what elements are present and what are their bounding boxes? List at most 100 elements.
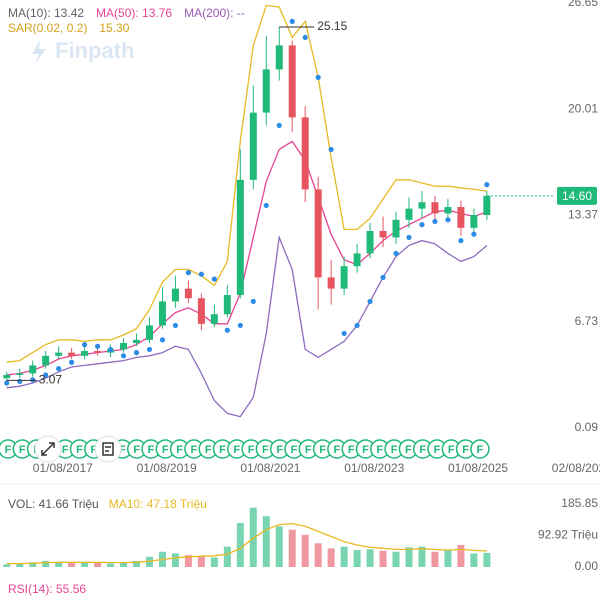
volume-bar <box>120 562 128 567</box>
candle-body <box>301 117 309 190</box>
volume-bar <box>145 556 153 567</box>
volume-bar <box>457 544 465 567</box>
sar-dot <box>458 238 464 244</box>
volume-bar <box>262 516 270 567</box>
volume-title: VOL: 41.66 Triệu <box>8 497 99 511</box>
event-marker-label: F <box>248 444 255 456</box>
last-price-label: 14.60 <box>562 189 592 203</box>
candle-body <box>418 202 426 209</box>
y-tick-label: 13.37 <box>568 208 598 222</box>
volume-bar <box>470 553 478 567</box>
volume-bar <box>275 526 283 567</box>
sar-dot <box>198 271 204 277</box>
sar-dot <box>159 337 166 343</box>
event-marker-label: F <box>119 444 126 456</box>
x-tick-label: 01/08/2017 <box>33 461 93 475</box>
sar-dot <box>445 217 451 223</box>
volume-bar <box>81 562 89 567</box>
overlay-line <box>6 234 488 418</box>
volume-bar <box>133 560 141 567</box>
button-icon <box>102 442 114 456</box>
candle-body <box>68 352 76 356</box>
candle-body <box>314 189 322 278</box>
sar-dot <box>237 322 243 329</box>
event-marker-label: F <box>448 444 455 456</box>
sar-dot <box>406 234 412 241</box>
sar-dot <box>367 298 373 305</box>
sar-dot <box>380 274 386 281</box>
sar-dot <box>263 202 269 209</box>
volume-bar <box>483 552 491 567</box>
volume-bar <box>340 546 348 567</box>
sar-dot <box>341 330 347 337</box>
sar-dot <box>484 182 490 188</box>
volume-bar <box>171 553 179 567</box>
sar-dot <box>107 346 114 353</box>
candle-body <box>327 277 335 289</box>
high-annotation: 25.15 <box>317 19 347 33</box>
y-tick-label: 0.09 <box>575 420 599 434</box>
event-marker-label: F <box>462 444 469 456</box>
candle-body <box>444 207 452 214</box>
event-marker-label: F <box>348 444 355 456</box>
volume-bar <box>366 549 374 567</box>
event-marker-label: F <box>5 444 12 456</box>
event-marker-label: F <box>362 444 369 456</box>
sar-dot <box>289 18 295 25</box>
y-tick-label: 185.85 <box>561 496 598 510</box>
event-marker-label: F <box>205 444 212 456</box>
legend-entry: MA(10): 13.42 <box>8 6 84 20</box>
event-marker-label: F <box>90 444 97 456</box>
y-tick-label: 20.01 <box>568 101 598 115</box>
x-tick-label: 02/08/2027 <box>552 461 600 475</box>
sar-dot <box>133 350 140 356</box>
sar-dot <box>471 231 477 237</box>
sar-dot <box>419 222 425 228</box>
x-tick-label: 01/08/2019 <box>137 461 197 475</box>
volume-bar <box>223 546 231 567</box>
candle-body <box>81 351 89 356</box>
candle-body <box>431 202 439 214</box>
sar-dot <box>56 366 62 372</box>
volume-bar <box>379 550 387 567</box>
candle-body <box>249 112 257 180</box>
event-marker-label: F <box>477 444 484 456</box>
sar-dot <box>185 270 192 276</box>
volume-bar <box>301 534 309 567</box>
event-marker <box>470 439 490 459</box>
legend-entry: MA(50): 13.76 <box>96 6 172 20</box>
event-marker-label: F <box>305 444 312 456</box>
volume-bar <box>288 529 296 567</box>
volume-bar <box>210 557 218 567</box>
sar-dot <box>82 342 88 348</box>
event-marker-label: F <box>419 444 426 456</box>
candle-body <box>184 288 192 299</box>
volume-bar <box>184 555 192 567</box>
sar-dot <box>120 353 127 359</box>
candle-body <box>236 179 244 296</box>
sar-dot <box>43 372 49 378</box>
volume-bar <box>107 563 115 567</box>
overlay-line <box>6 140 488 376</box>
volume-bar <box>444 550 452 567</box>
volume-bar <box>314 543 322 567</box>
candle-body <box>29 365 37 374</box>
edit-button[interactable] <box>94 435 122 463</box>
volume-bar <box>418 546 426 567</box>
candle-body <box>158 301 166 326</box>
volume-bar <box>3 564 11 567</box>
event-marker-label: F <box>262 444 269 456</box>
volume-bar <box>42 560 50 567</box>
x-tick-label: 01/08/2023 <box>344 461 404 475</box>
candle-body <box>262 69 270 113</box>
candle-body <box>223 295 231 315</box>
candle-body <box>457 207 465 228</box>
event-marker-label: F <box>219 444 226 456</box>
volume-ma-label: MA10: 47.18 Triệu <box>109 497 207 511</box>
candle-body <box>340 266 348 289</box>
volume-bar <box>405 547 413 567</box>
event-marker-label: F <box>334 444 341 456</box>
event-marker-label: F <box>291 444 298 456</box>
volume-bar <box>55 561 63 567</box>
candle-body <box>210 314 218 324</box>
